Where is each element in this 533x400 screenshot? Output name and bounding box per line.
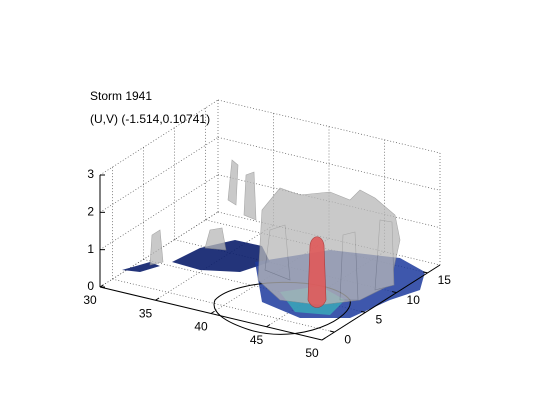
grid-line bbox=[99, 174, 219, 250]
core-isosurface bbox=[307, 236, 327, 308]
grid-line bbox=[143, 259, 366, 313]
x-tick-label: 40 bbox=[194, 320, 208, 334]
x-tick-label: 30 bbox=[83, 293, 97, 307]
isosurface bbox=[227, 159, 239, 206]
x-axis bbox=[99, 286, 323, 341]
z-tick-label: 1 bbox=[87, 242, 94, 256]
grid-line bbox=[99, 137, 219, 213]
y-tick-label: 5 bbox=[375, 313, 382, 327]
grid-line bbox=[99, 99, 219, 176]
isosurface bbox=[374, 219, 395, 291]
x-tick-label: 50 bbox=[305, 346, 319, 360]
y-tick bbox=[391, 291, 397, 294]
isosurface bbox=[257, 187, 401, 306]
x-tick-label: 45 bbox=[250, 333, 264, 347]
isosurface-layer bbox=[122, 159, 425, 335]
grid-line bbox=[112, 278, 335, 333]
y-axis bbox=[321, 264, 441, 341]
x-tick-label: 35 bbox=[139, 306, 153, 320]
z-tick-label: 0 bbox=[87, 279, 94, 293]
chart-subtitle: (U,V) (-1.514,0.10741) bbox=[90, 112, 210, 126]
isosurface bbox=[204, 227, 227, 251]
floor-slice bbox=[172, 240, 270, 272]
y-tick bbox=[360, 310, 366, 313]
z-tick-label: 2 bbox=[87, 205, 94, 219]
x-tick bbox=[155, 297, 160, 301]
z-tick-label: 3 bbox=[87, 167, 94, 181]
isosurface bbox=[339, 231, 359, 301]
y-tick bbox=[329, 330, 335, 333]
y-tick-label: 15 bbox=[438, 273, 452, 287]
y-tick-label: 10 bbox=[407, 293, 421, 307]
isosurface bbox=[264, 224, 291, 281]
isosurface bbox=[149, 229, 164, 266]
y-tick-label: 0 bbox=[344, 332, 351, 346]
isosurface bbox=[243, 171, 257, 221]
x-tick bbox=[266, 324, 271, 328]
chart-title: Storm 1941 bbox=[90, 89, 152, 103]
grid-line bbox=[217, 99, 441, 154]
x-tick bbox=[210, 310, 215, 314]
y-tick bbox=[423, 271, 428, 274]
grid-line bbox=[217, 136, 441, 191]
